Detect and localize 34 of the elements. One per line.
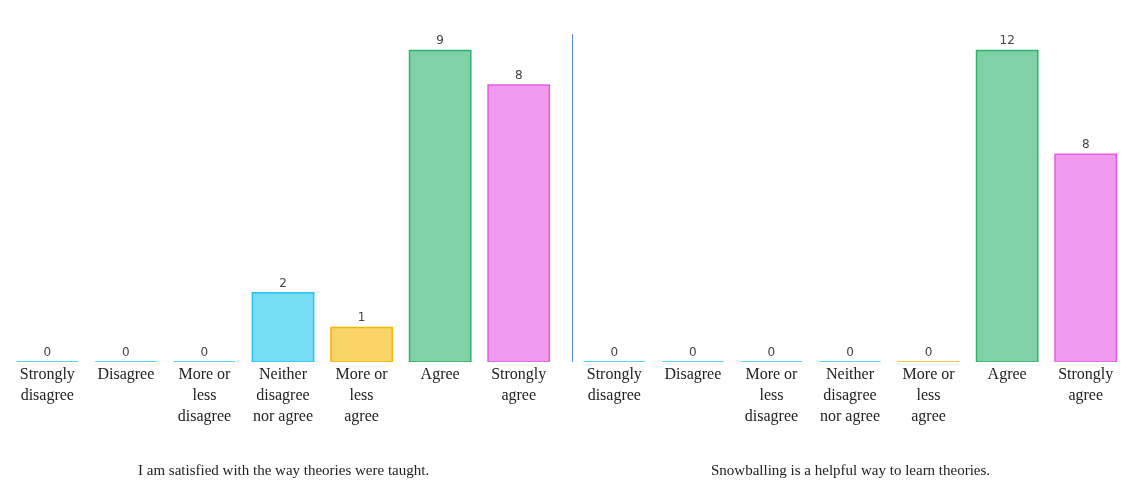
data-label: 1: [357, 310, 366, 325]
bar: [330, 326, 393, 362]
data-label: 0: [924, 345, 933, 359]
data-label: 9: [436, 33, 444, 48]
x-tick-label: Agree: [420, 365, 460, 383]
data-label: 8: [1081, 137, 1090, 152]
data-label: 2: [279, 275, 287, 290]
bar: [408, 49, 472, 362]
data-label: 0: [200, 345, 209, 359]
x-tick-label: Strongly agree: [491, 365, 547, 404]
data-label: 0: [846, 345, 854, 359]
data-label: 0: [610, 345, 619, 359]
x-tick-label: More or less disagree: [177, 365, 232, 425]
text: I am satisfied with the way theories were taught.: [138, 462, 430, 478]
x-tick-label: Agree: [987, 365, 1027, 383]
data-label: 0: [689, 345, 697, 359]
data-label: 0: [767, 345, 776, 359]
x-tick-label: Strongly disagree: [19, 365, 75, 404]
data-label: 0: [122, 345, 130, 359]
x-tick-label: Disagree: [97, 365, 155, 383]
x-tick-label: Strongly agree: [1058, 365, 1114, 404]
x-tick-label: Disagree: [664, 365, 722, 383]
x-tick-label: More or less disagree: [744, 365, 799, 425]
bar: [487, 84, 551, 362]
x-tick-label: More or less agree: [335, 365, 389, 425]
x-tick-label: Neither disagree nor agree: [253, 365, 313, 425]
bar: [251, 292, 315, 362]
data-label: 0: [43, 345, 52, 359]
x-tick-label: Neither disagree nor agree: [820, 365, 880, 425]
data-label: 8: [514, 68, 523, 83]
x-tick-label: Strongly disagree: [586, 365, 642, 404]
data-label: 12: [999, 33, 1015, 48]
x-tick-label: More or less agree: [902, 365, 956, 425]
text: Snowballing is a helpful way to learn theories.: [711, 462, 991, 478]
